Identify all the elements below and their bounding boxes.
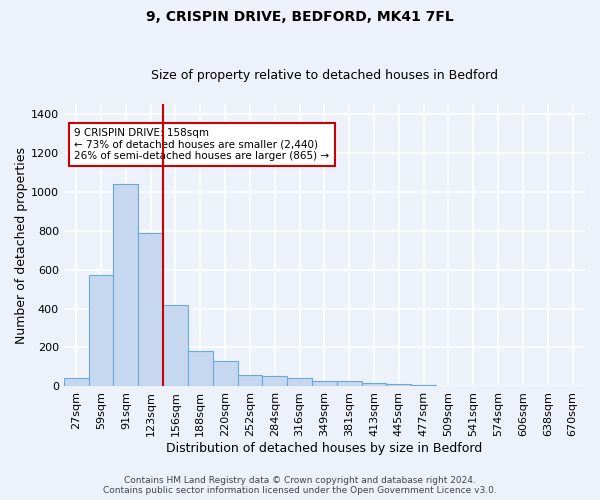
Text: 9, CRISPIN DRIVE, BEDFORD, MK41 7FL: 9, CRISPIN DRIVE, BEDFORD, MK41 7FL (146, 10, 454, 24)
Y-axis label: Number of detached properties: Number of detached properties (15, 146, 28, 344)
Bar (212, 361, 238, 386)
Text: 9 CRISPIN DRIVE: 158sqm
← 73% of detached houses are smaller (2,440)
26% of semi: 9 CRISPIN DRIVE: 158sqm ← 73% of detache… (74, 128, 329, 161)
Title: Size of property relative to detached houses in Bedford: Size of property relative to detached ho… (151, 69, 498, 82)
Bar (386, 384, 411, 386)
Bar (64, 378, 89, 386)
Bar (188, 352, 212, 386)
Bar (113, 184, 138, 386)
Bar (89, 276, 113, 386)
Bar (312, 380, 337, 386)
Bar (138, 232, 163, 386)
Bar (362, 382, 386, 386)
Bar (163, 304, 188, 386)
Bar (262, 376, 287, 386)
X-axis label: Distribution of detached houses by size in Bedford: Distribution of detached houses by size … (166, 442, 482, 455)
Bar (238, 375, 262, 386)
Bar (287, 378, 312, 386)
Text: Contains HM Land Registry data © Crown copyright and database right 2024.
Contai: Contains HM Land Registry data © Crown c… (103, 476, 497, 495)
Bar (411, 384, 436, 386)
Bar (337, 381, 362, 386)
